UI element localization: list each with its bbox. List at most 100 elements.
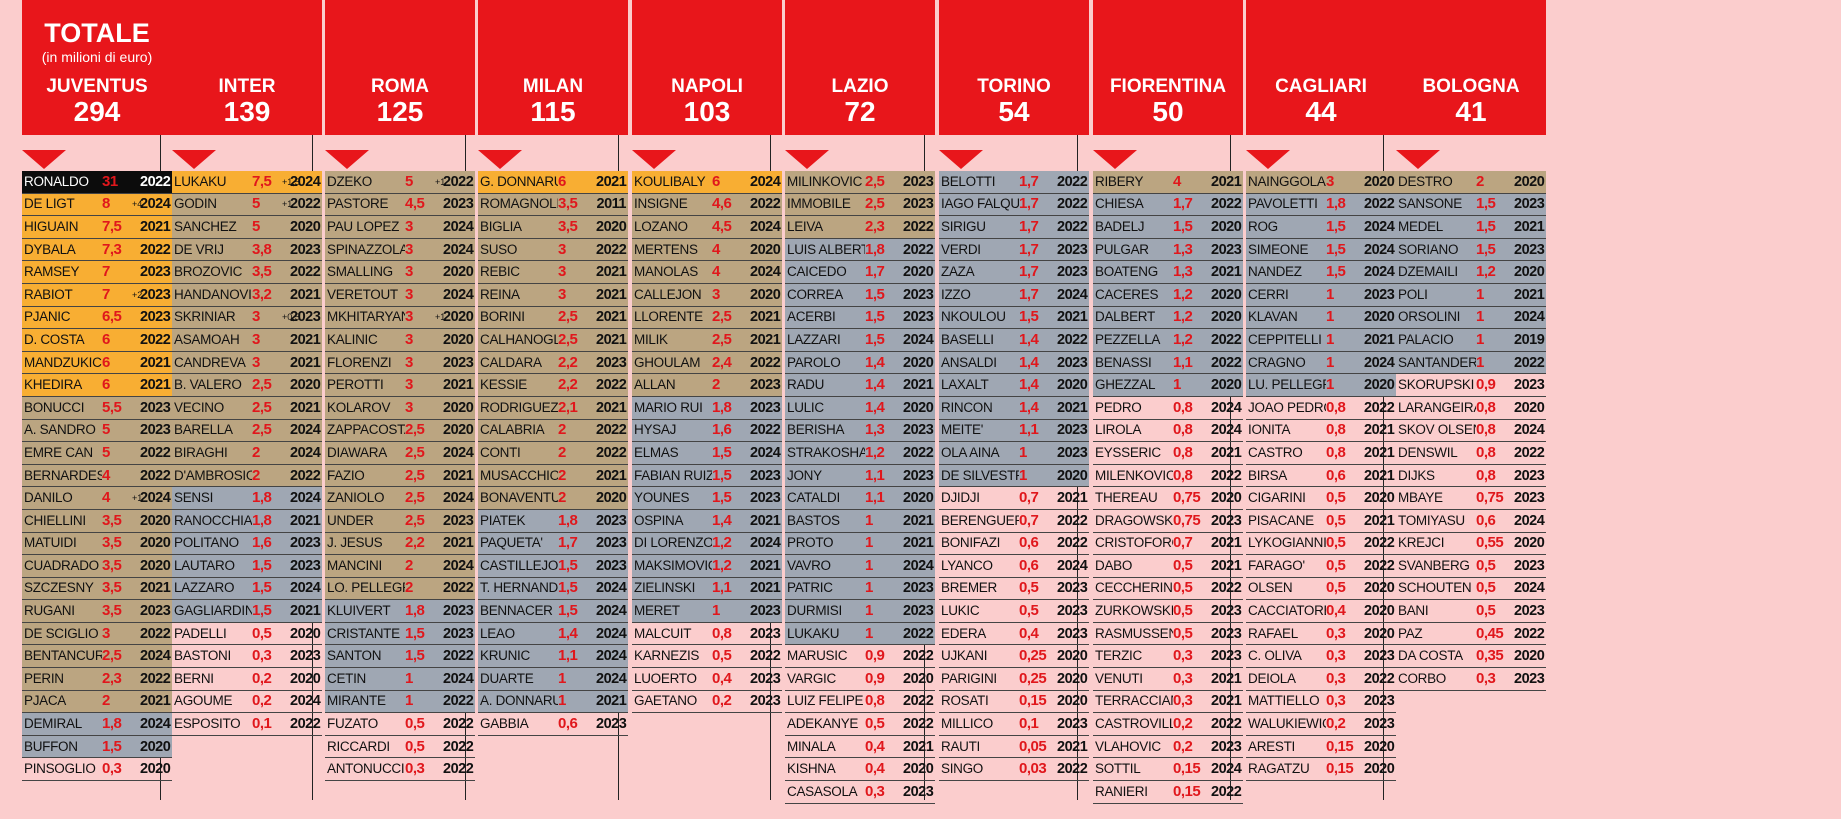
contract-year: 2021	[290, 512, 321, 529]
contract-year: 2023	[750, 377, 781, 394]
contract-year: 2020	[1211, 218, 1242, 235]
contract-year: 2022	[1211, 716, 1242, 733]
contract-year: 2022	[903, 716, 934, 733]
player-row: OLA AINA 1 2023	[939, 442, 1089, 465]
contract-year: 2023	[140, 309, 171, 326]
player-row: DIJKS 0,8 2023	[1396, 465, 1546, 488]
contract-year: 2021	[1364, 467, 1395, 484]
player-name: UNDER	[327, 512, 374, 528]
player-row: RABIOT 7 +2 2023	[22, 283, 172, 307]
contract-year: 2021	[596, 309, 627, 326]
contract-year: 2023	[140, 286, 171, 303]
player-name: PATRIC	[787, 580, 833, 596]
player-row: SORIANO 1,5 2023	[1396, 238, 1546, 262]
player-row: UNDER 2,5 2023	[325, 509, 475, 533]
player-row: DEIOLA 0,3 2022	[1246, 668, 1396, 691]
player-name: MILINKOVIC	[787, 173, 863, 189]
player-row: TERZIC 0,3 2023	[1093, 645, 1243, 669]
contract-year: 2024	[750, 535, 781, 552]
player-name: BANI	[1398, 603, 1429, 619]
player-row: ANTONUCCI 0,3 2022	[325, 758, 475, 782]
player-name: LUOERTO	[634, 670, 697, 686]
contract-year: 2020	[1211, 490, 1242, 507]
player-row: CALLEJON 3 2020	[632, 283, 782, 307]
contract-year: 2023	[903, 422, 934, 439]
contract-year: 2023	[903, 286, 934, 303]
player-salary: 1,7	[1019, 217, 1039, 235]
player-row: KLAVAN 1 2020	[1246, 306, 1396, 330]
contract-year: 2020	[1364, 738, 1395, 755]
player-name: ZURKOWSKI	[1095, 603, 1173, 619]
contract-year: 2020	[1364, 173, 1395, 190]
player-salary: 7,3	[102, 240, 122, 258]
player-row: CACCIATORE 0,4 2020	[1246, 600, 1396, 623]
player-name: RAUTI	[941, 738, 981, 754]
player-salary: 0,8	[1173, 421, 1193, 439]
player-salary: 1	[1326, 376, 1334, 394]
player-salary: 0,3	[252, 647, 272, 665]
player-name: SKOV OLSEN	[1398, 422, 1476, 438]
player-row: CRAGNO 1 2024	[1246, 351, 1396, 375]
player-row: DE SCIGLIO 3 2022	[22, 622, 172, 646]
player-row: ALLAN 2 2023	[632, 374, 782, 397]
player-salary: 2,5	[558, 308, 578, 326]
contract-year: 2021	[1364, 512, 1395, 529]
player-salary: 1,5	[712, 443, 732, 461]
contract-year: 2024	[443, 241, 474, 258]
player-row: DE VRIJ 3,8 2023	[172, 238, 322, 262]
player-name: VAVRO	[787, 557, 831, 573]
player-salary: 0,5	[1326, 511, 1346, 529]
player-row: LU. PELLEGRINI1 2020	[1246, 374, 1396, 397]
contract-year: 2020	[750, 286, 781, 303]
player-salary: 0,9	[865, 647, 885, 665]
player-salary: 1,8	[252, 511, 272, 529]
player-name: SKRINIAR	[174, 309, 236, 325]
player-salary: 1,5	[1019, 308, 1039, 326]
player-salary: 3	[405, 285, 413, 303]
player-row: CEPPITELLI 1 2021	[1246, 329, 1396, 352]
player-row: PASTORE 4,5 2023	[325, 193, 475, 217]
player-name: ZAPPACOSTA	[327, 422, 405, 438]
contract-year: 2023	[1057, 241, 1088, 258]
player-name: DE LIGT	[24, 196, 75, 212]
player-name: KREJCI	[1398, 535, 1445, 551]
contract-year: 2023	[290, 557, 321, 574]
contract-year: 2023	[1057, 444, 1088, 461]
player-salary: 0,7	[1019, 489, 1039, 507]
player-name: REBIC	[480, 264, 520, 280]
player-name: ROMAGNOLI	[480, 196, 558, 212]
contract-year: 2023	[596, 354, 627, 371]
player-row: INSIGNE 4,6 2022	[632, 193, 782, 217]
player-row: FUZATO 0,5 2022	[325, 713, 475, 736]
player-row: PIATEK 1,8 2023	[478, 509, 628, 533]
player-salary: 0,5	[1326, 579, 1346, 597]
player-salary: 0,4	[1019, 624, 1039, 642]
contract-year: 2023	[903, 580, 934, 597]
contract-year: 2023	[596, 512, 627, 529]
player-name: FABIAN RUIZ	[634, 467, 712, 483]
player-row: SINGO 0,03 2022	[939, 758, 1089, 782]
player-name: SANCHEZ	[174, 218, 237, 234]
player-salary: 0,15	[1173, 782, 1201, 800]
player-row: ZURKOWSKI 0,5 2023	[1093, 600, 1243, 623]
player-name: PJANIC	[24, 309, 71, 325]
player-name: FUZATO	[327, 716, 378, 732]
player-name: VERETOUT	[327, 286, 398, 302]
contract-year: 2021	[1211, 557, 1242, 574]
player-salary: 6	[558, 172, 566, 190]
player-salary: 3	[252, 330, 260, 348]
contract-year: 2020	[750, 241, 781, 258]
player-row: RADU 1,4 2021	[785, 374, 935, 397]
player-row: ROSATI 0,15 2020	[939, 691, 1089, 714]
player-row: LAXALT 1,4 2020	[939, 374, 1089, 397]
contract-year: 2022	[903, 444, 934, 461]
contract-year: 2022	[140, 625, 171, 642]
player-row: BONAVENTURA2 2020	[478, 487, 628, 510]
player-row: IMMOBILE 2,5 2023	[785, 193, 935, 217]
contract-year: 2024	[1514, 422, 1545, 439]
player-name: BENTANCUR	[24, 648, 102, 664]
player-name: CANDREVA	[174, 354, 246, 370]
contract-year: 2023	[1514, 377, 1545, 394]
player-row: CALDARA 2,2 2023	[478, 351, 628, 375]
player-row: AGOUME 0,2 2024	[172, 691, 322, 714]
